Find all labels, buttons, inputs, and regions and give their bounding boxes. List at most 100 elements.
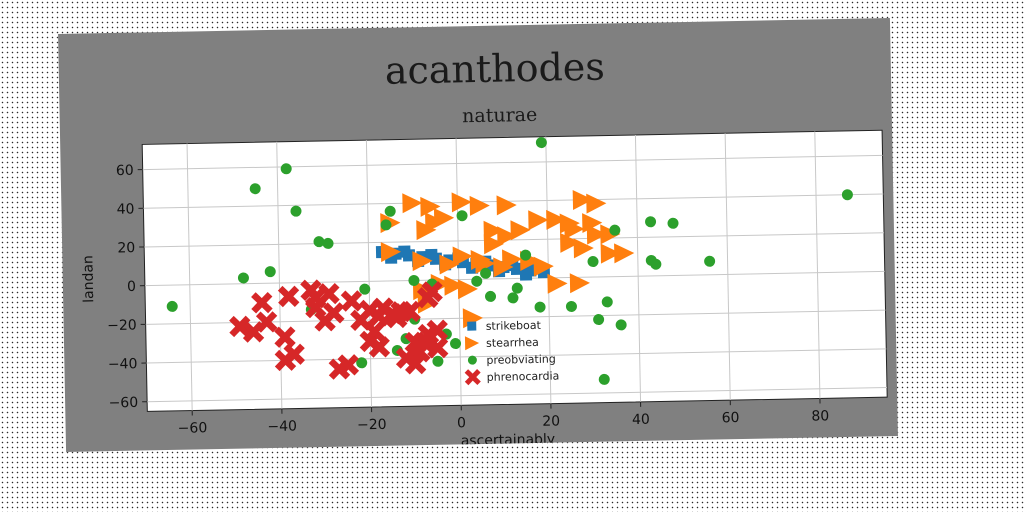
x-tick-label: 20 (542, 413, 560, 429)
x-gridline (455, 138, 462, 406)
data-point-preobviating (471, 275, 483, 287)
data-point-preobviating (290, 205, 302, 217)
x-gridline (814, 131, 821, 399)
data-point-stearrhea (425, 212, 446, 233)
x-tick-label: 80 (811, 408, 829, 424)
data-point-preobviating (384, 205, 396, 217)
data-point-preobviating (645, 216, 657, 228)
chart-subtitle: naturae (462, 104, 538, 127)
y-gridline (147, 387, 888, 403)
data-point-preobviating (609, 224, 621, 236)
data-point-stearrhea (572, 190, 593, 211)
data-point-preobviating (432, 355, 444, 367)
data-point-preobviating (359, 283, 371, 295)
data-point-preobviating (264, 266, 276, 278)
data-point-preobviating (520, 249, 532, 261)
legend-marker-strikeboat (467, 321, 477, 331)
data-point-preobviating (450, 338, 462, 350)
data-point-stearrhea (444, 275, 465, 296)
data-point-stearrhea (457, 279, 478, 300)
data-point-preobviating (280, 163, 292, 175)
data-point-phrenocardia (426, 319, 449, 342)
data-point-preobviating (841, 189, 853, 201)
x-tick-label: 60 (722, 410, 740, 426)
data-point-preobviating (380, 219, 392, 231)
data-point-stearrhea (600, 243, 621, 264)
y-axis-label: landan (80, 255, 97, 303)
data-point-preobviating (587, 256, 599, 268)
data-point-preobviating (356, 357, 368, 369)
data-point-stearrhea (439, 254, 460, 275)
data-point-phrenocardia (399, 300, 421, 323)
x-tick-label: −60 (178, 420, 208, 437)
x-tick-label: −40 (267, 419, 297, 436)
data-point-preobviating (507, 292, 519, 304)
data-point-stearrhea (546, 209, 567, 230)
y-tick-label: −20 (107, 318, 137, 335)
legend-marker-preobviating (467, 355, 477, 365)
data-point-preobviating (249, 183, 261, 195)
data-point-stearrhea (564, 219, 585, 240)
data-point-stearrhea (569, 273, 590, 294)
data-point-preobviating (650, 258, 662, 270)
x-gridline (724, 133, 731, 401)
data-point-preobviating (166, 300, 178, 312)
data-point-preobviating (704, 255, 716, 267)
x-tick-label: 40 (632, 412, 650, 428)
y-tick-label: −40 (108, 356, 138, 373)
data-point-phrenocardia (350, 309, 372, 331)
data-point-stearrhea (496, 195, 517, 216)
data-point-preobviating (667, 217, 679, 229)
data-point-phrenocardia (255, 311, 278, 333)
data-point-strikeboat (398, 245, 411, 258)
data-point-phrenocardia (328, 358, 351, 380)
data-point-stearrhea (533, 256, 554, 277)
data-point-stearrhea (502, 249, 523, 270)
data-point-phrenocardia (229, 315, 251, 338)
data-point-preobviating (511, 282, 523, 294)
scatter-chart: acanthodes naturae −60 −40 −20 0 20 40 60 80 −60 −4… (80, 45, 888, 449)
data-point-stearrhea (420, 196, 441, 217)
data-point-stearrhea (380, 242, 401, 263)
data-point-stearrhea (470, 250, 491, 271)
data-point-preobviating (535, 137, 547, 149)
data-point-phrenocardia (421, 280, 443, 303)
data-point-stearrhea (547, 273, 568, 294)
x-tick-label: 0 (457, 415, 466, 431)
data-point-preobviating (480, 267, 492, 279)
data-point-stearrhea (451, 192, 472, 213)
data-point-stearrhea (497, 226, 518, 247)
data-point-stearrhea (560, 232, 581, 253)
y-gridline (143, 193, 884, 209)
figure: acanthodes naturae −60 −40 −20 0 20 40 60 80 −60 −4… (58, 18, 898, 452)
data-point-preobviating (534, 301, 546, 313)
data-point-stearrhea (483, 234, 504, 255)
y-gridline (146, 348, 887, 364)
data-point-stearrhea (614, 243, 635, 264)
data-point-stearrhea (573, 238, 594, 259)
data-point-phrenocardia (395, 347, 418, 369)
legend-marker-phrenocardia (464, 369, 481, 386)
legend-label-preobviating: preobviating (486, 353, 556, 367)
data-point-strikeboat (519, 268, 533, 281)
y-tick-label: 20 (117, 240, 135, 256)
data-point-phrenocardia (340, 290, 363, 312)
data-point-preobviating (408, 274, 420, 286)
x-gridline (186, 143, 193, 411)
data-point-phrenocardia (314, 310, 336, 332)
legend-label-strikeboat: strikeboat (486, 319, 542, 333)
data-point-stearrhea (586, 224, 607, 245)
data-point-preobviating (313, 236, 325, 248)
legend-marker-stearrhea (464, 336, 480, 351)
data-point-preobviating (598, 373, 610, 385)
data-point-preobviating (593, 314, 605, 326)
data-point-phrenocardia (274, 349, 297, 372)
data-point-stearrhea (510, 220, 531, 241)
data-point-stearrhea (483, 220, 504, 241)
data-point-stearrhea (402, 193, 423, 214)
y-tick-label: 0 (127, 279, 136, 295)
y-tick-label: 40 (116, 201, 134, 217)
x-gridline (365, 140, 373, 408)
data-point-stearrhea (412, 251, 433, 272)
legend-label-phrenocardia: phrenocardia (487, 369, 560, 383)
